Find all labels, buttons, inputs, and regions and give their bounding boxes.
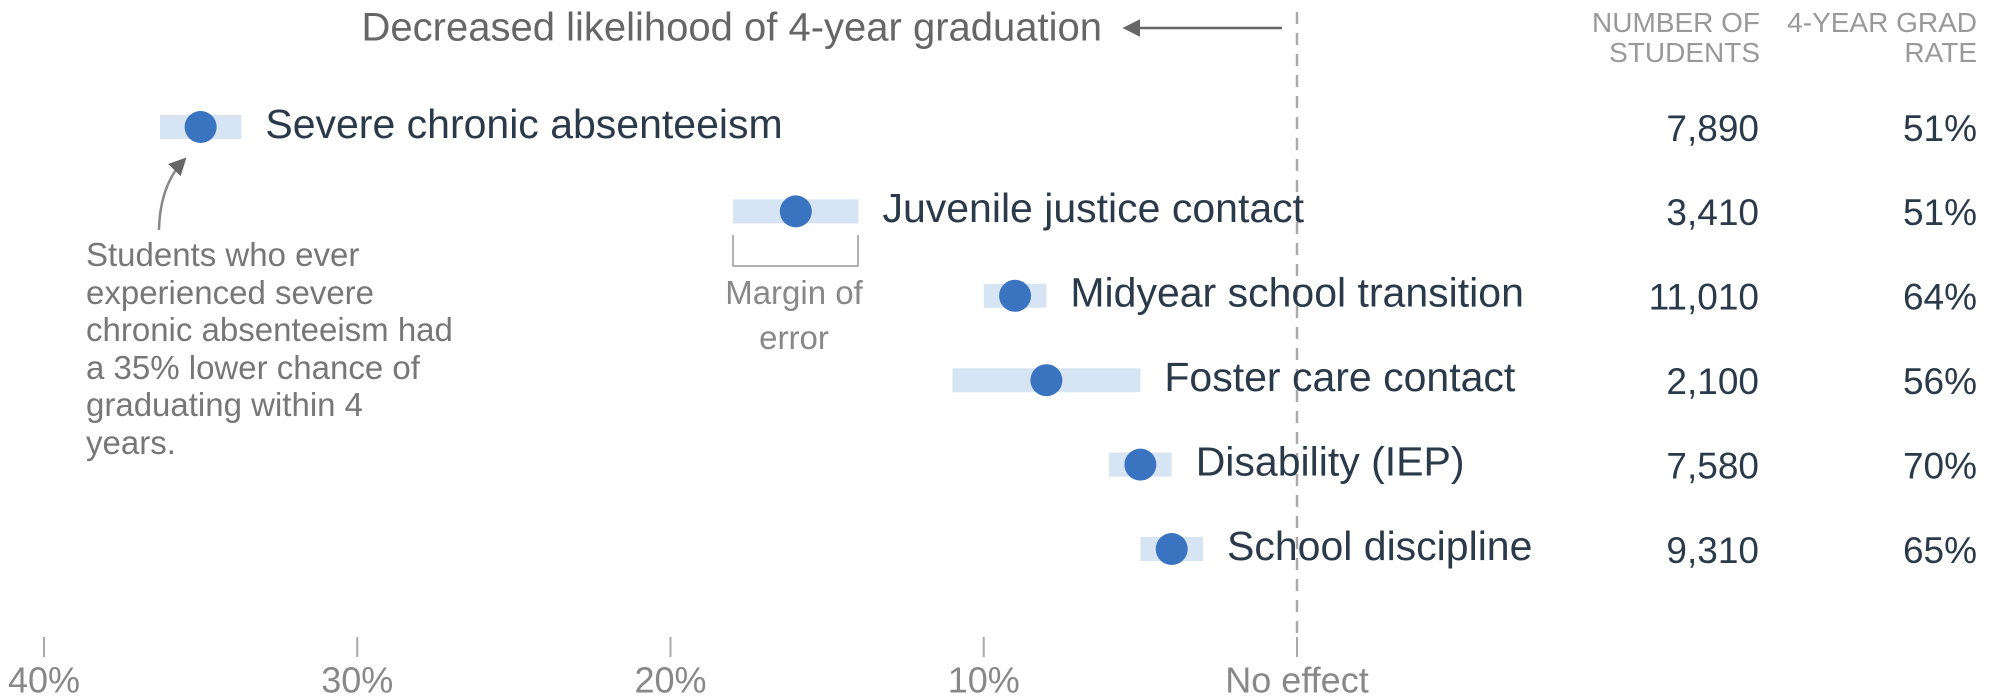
column-value: 3,410 (1666, 192, 1759, 233)
column-value: 7,890 (1666, 108, 1759, 149)
x-tick-label: No effect (1225, 660, 1368, 699)
column-header: 4-YEAR GRAD RATE (1787, 7, 1977, 68)
category-label: School discipline (1227, 523, 1532, 569)
category-label: Disability (IEP) (1196, 438, 1465, 484)
category-label: Juvenile justice contact (882, 185, 1304, 231)
margin-bracket (732, 235, 859, 267)
column-value: 64% (1903, 277, 1977, 318)
x-tick-label: 10% (948, 660, 1020, 699)
column-value: 2,100 (1666, 361, 1759, 402)
dot (999, 279, 1032, 312)
dot (1030, 364, 1063, 397)
column-value: 51% (1903, 108, 1977, 149)
x-tick-label: 30% (321, 660, 393, 699)
category-label: Midyear school transition (1070, 270, 1523, 316)
x-tick-label: 40% (8, 660, 80, 699)
column-value: 11,010 (1649, 277, 1759, 318)
column-value: 9,310 (1666, 530, 1759, 571)
column-value: 7,580 (1666, 445, 1759, 486)
category-label: Severe chronic absenteeism (265, 101, 782, 147)
annotation-arrow (157, 157, 187, 231)
annotation: Margin of error (725, 274, 863, 356)
x-tick-label: 20% (634, 660, 706, 699)
category-label: Foster care contact (1164, 354, 1516, 400)
column-value: 56% (1903, 361, 1977, 402)
column-value: 51% (1903, 192, 1977, 233)
chart-title: Decreased likelihood of 4-year graduatio… (362, 6, 1102, 50)
dot (1155, 533, 1188, 565)
column-value: 70% (1903, 445, 1977, 486)
column-value: 65% (1903, 530, 1977, 571)
annotation: Students who ever experienced severe chr… (86, 236, 453, 461)
dot (1124, 448, 1157, 481)
column-header: NUMBER OF STUDENTS (1592, 7, 1760, 68)
dot (779, 195, 812, 228)
dot (184, 111, 217, 143)
